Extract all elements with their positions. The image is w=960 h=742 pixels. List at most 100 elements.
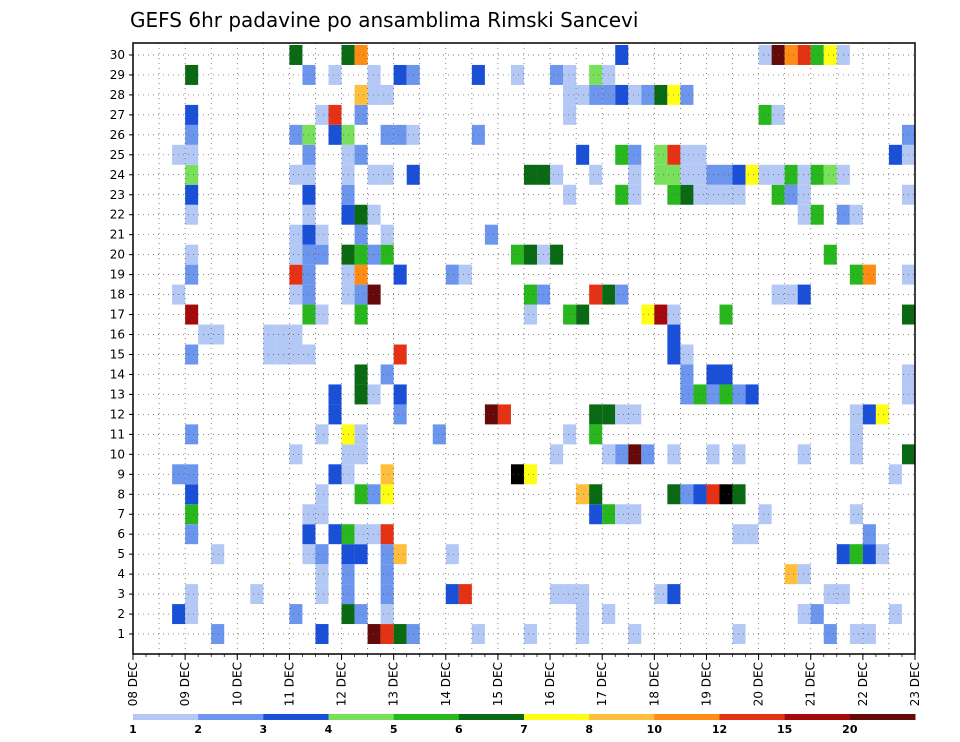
heatmap-cell — [211, 544, 225, 565]
legend-swatch — [654, 714, 720, 720]
heatmap-cell — [289, 124, 303, 145]
heatmap-cell — [354, 144, 368, 165]
heatmap-cell — [680, 344, 694, 365]
legend-swatch — [849, 714, 916, 720]
y-tick-label: 12 — [110, 407, 125, 421]
y-tick-label: 23 — [110, 188, 125, 202]
heatmap-cell — [576, 84, 590, 105]
heatmap-cell — [276, 324, 290, 345]
heatmap-cell — [589, 424, 603, 445]
heatmap-cell — [458, 584, 472, 605]
heatmap-cell — [823, 584, 837, 605]
heatmap-cell — [758, 45, 772, 65]
heatmap-cell — [458, 264, 472, 285]
y-tick-label: 28 — [110, 88, 125, 102]
heatmap-cell — [875, 404, 889, 425]
heatmap-cell — [354, 364, 368, 385]
heatmap-cell — [445, 544, 459, 565]
heatmap-cell — [589, 504, 603, 525]
heatmap-cell — [315, 424, 329, 445]
heatmap-cell — [315, 584, 329, 605]
heatmap-cell — [862, 524, 876, 545]
heatmap-cell — [693, 164, 707, 185]
heatmap-cell — [354, 424, 368, 445]
heatmap-cell — [862, 624, 876, 645]
heatmap-cell — [185, 244, 199, 265]
heatmap-cell — [185, 504, 199, 525]
legend-swatch — [524, 714, 590, 720]
heatmap-cell — [185, 484, 199, 505]
heatmap-cell — [615, 144, 629, 165]
heatmap-cell — [719, 184, 733, 205]
heatmap-cell — [862, 404, 876, 425]
x-tick-label: 13 DEC — [387, 662, 401, 706]
heatmap-cell — [849, 444, 863, 465]
heatmap-cells — [172, 45, 915, 645]
legend-label: 8 — [585, 723, 593, 736]
heatmap-cell — [589, 64, 603, 85]
heatmap-cell — [849, 424, 863, 445]
heatmap-cell — [289, 244, 303, 265]
heatmap-cell — [589, 84, 603, 105]
heatmap-cell — [185, 104, 199, 125]
heatmap-cell — [432, 424, 446, 445]
heatmap-cell — [393, 124, 407, 145]
heatmap-cell — [732, 184, 746, 205]
heatmap-cell — [354, 544, 368, 565]
heatmap-cell — [758, 104, 772, 125]
y-tick-label: 13 — [110, 387, 125, 401]
heatmap-cell — [380, 484, 394, 505]
x-tick-label: 18 DEC — [647, 662, 661, 706]
heatmap-cell — [367, 204, 381, 225]
heatmap-cell — [719, 364, 733, 385]
heatmap-cell — [797, 604, 811, 625]
heatmap-cell — [367, 84, 381, 105]
heatmap-cell — [380, 584, 394, 605]
heatmap-cell — [185, 64, 199, 85]
heatmap-cell — [628, 164, 642, 185]
legend-label: 10 — [647, 723, 663, 736]
legend-swatch — [589, 714, 655, 720]
heatmap-cell — [484, 224, 498, 245]
legend-label: 2 — [194, 723, 202, 736]
heatmap-cell — [654, 84, 668, 105]
y-tick-label: 20 — [110, 248, 125, 262]
heatmap-cell — [563, 424, 577, 445]
heatmap-cell — [810, 204, 824, 225]
legend-label: 1 — [129, 723, 137, 736]
heatmap-cell — [354, 224, 368, 245]
heatmap-cell — [354, 104, 368, 125]
heatmap-cell — [563, 584, 577, 605]
heatmap-cell — [615, 184, 629, 205]
y-tick-label: 5 — [117, 547, 125, 561]
heatmap-cell — [185, 344, 199, 365]
y-tick-label: 10 — [110, 447, 125, 461]
heatmap-cell — [367, 384, 381, 405]
heatmap-cell — [445, 264, 459, 285]
heatmap-cell — [354, 244, 368, 265]
heatmap-cell — [315, 544, 329, 565]
heatmap-cell — [380, 244, 394, 265]
heatmap-cell — [315, 224, 329, 245]
heatmap-cell — [654, 584, 668, 605]
heatmap-cell — [367, 524, 381, 545]
heatmap-cell — [706, 484, 720, 505]
heatmap-cell — [784, 45, 798, 65]
heatmap-cell — [732, 484, 746, 505]
heatmap-cell — [732, 624, 746, 645]
heatmap-cell — [732, 524, 746, 545]
heatmap-cell — [888, 604, 902, 625]
heatmap-cell — [680, 384, 694, 405]
heatmap-cell — [380, 624, 394, 645]
y-tick-label: 15 — [110, 347, 125, 361]
heatmap-cell — [185, 604, 199, 625]
heatmap-cell — [354, 444, 368, 465]
heatmap-cell — [185, 164, 199, 185]
heatmap-cell — [367, 624, 381, 645]
heatmap-cell — [185, 184, 199, 205]
heatmap-cell — [732, 444, 746, 465]
heatmap-cell — [589, 284, 603, 305]
y-tick-label: 3 — [117, 587, 125, 601]
heatmap-cell — [315, 504, 329, 525]
